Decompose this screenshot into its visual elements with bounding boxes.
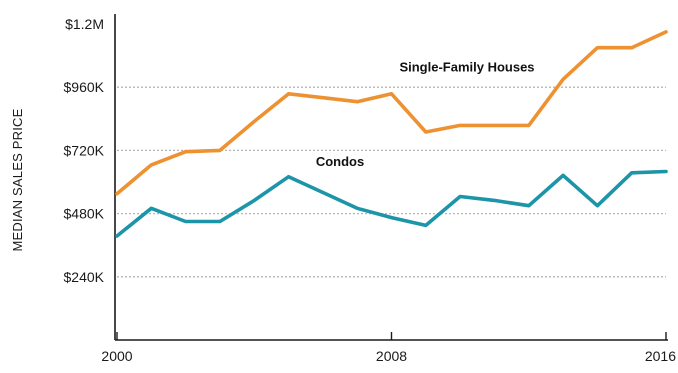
series-line-1 <box>115 169 668 238</box>
y-tick-label: $720K <box>64 142 105 158</box>
series-annotation: Single-Family Houses <box>399 59 534 74</box>
y-tick-label: $480K <box>64 206 105 222</box>
x-tick-label: 2016 <box>645 348 676 364</box>
y-axis-label: MEDIAN SALES PRICE <box>10 108 25 251</box>
y-tick-label: $240K <box>64 269 105 285</box>
y-tick-label: $1.2M <box>65 16 104 32</box>
y-axis-ticks: $240K $480K $720K $960K $1.2M <box>64 16 105 285</box>
series-annotation: Condos <box>316 154 364 169</box>
x-tick-label: 2008 <box>376 348 407 364</box>
grid-lines <box>117 86 666 278</box>
series-line-0 <box>115 30 668 196</box>
series-lines <box>115 30 668 238</box>
x-axis-ticks: 2000 2008 2016 <box>101 332 676 364</box>
x-tick-label: 2000 <box>101 348 132 364</box>
y-tick-label: $960K <box>64 79 105 95</box>
series-annotations: Single-Family Houses Condos <box>316 59 535 169</box>
